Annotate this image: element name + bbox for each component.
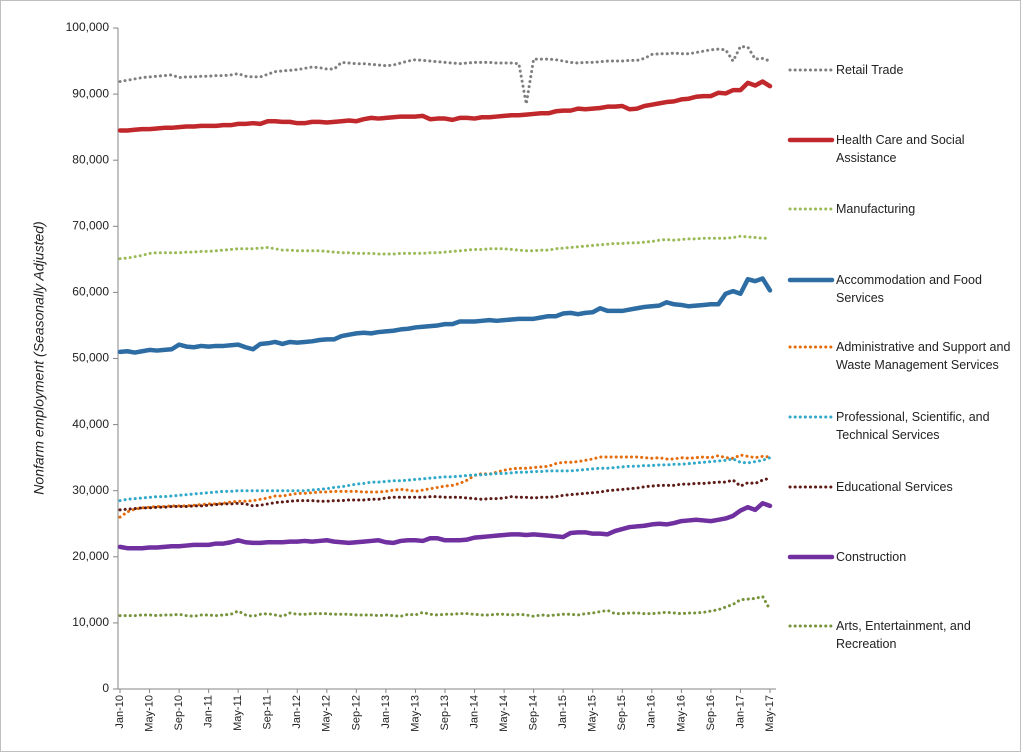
x-tick-label: Jan-10 bbox=[114, 695, 126, 729]
x-tick-label: Jan-16 bbox=[646, 695, 658, 729]
series-line bbox=[118, 453, 772, 519]
y-tick-label: 30,000 bbox=[72, 483, 109, 497]
x-tick-label: Sep-11 bbox=[262, 695, 274, 730]
series-line bbox=[117, 79, 773, 133]
x-tick-label: May-17 bbox=[764, 695, 776, 732]
y-tick-label: 80,000 bbox=[72, 152, 109, 166]
x-tick-label: May-11 bbox=[232, 695, 244, 731]
legend-label: Accommodation and Food Services bbox=[836, 273, 982, 305]
x-tick-label: Jan-15 bbox=[557, 695, 569, 729]
legend-label: Manufacturing bbox=[836, 202, 916, 216]
x-tick-label: May-14 bbox=[498, 695, 510, 732]
x-tick-label: Jan-11 bbox=[203, 695, 215, 728]
legend-label: Professional, Scientific, and Technical … bbox=[836, 410, 990, 442]
series-line bbox=[118, 476, 772, 512]
x-tick-label: Sep-14 bbox=[528, 695, 540, 730]
x-tick-label: Sep-12 bbox=[350, 695, 362, 730]
series-line bbox=[118, 45, 772, 106]
x-tick-label: Jan-13 bbox=[380, 695, 392, 729]
series-line bbox=[118, 234, 772, 261]
x-tick-label: Sep-15 bbox=[616, 695, 628, 730]
x-tick-label: May-12 bbox=[321, 695, 333, 732]
x-tick-label: May-16 bbox=[675, 695, 687, 732]
y-tick-label: 70,000 bbox=[72, 218, 109, 232]
y-tick-label: 10,000 bbox=[72, 615, 109, 629]
legend-label: Arts, Entertainment, and Recreation bbox=[836, 619, 971, 651]
series-line bbox=[118, 456, 772, 503]
series-line bbox=[117, 501, 773, 551]
y-tick-label: 20,000 bbox=[72, 549, 109, 563]
x-tick-label: Jan-14 bbox=[468, 695, 480, 729]
legend-label: Health Care and Social Assistance bbox=[836, 133, 965, 165]
x-tick-label: May-10 bbox=[143, 695, 155, 732]
x-tick-label: May-13 bbox=[409, 695, 421, 732]
x-tick-label: May-15 bbox=[587, 695, 599, 732]
y-tick-label: 50,000 bbox=[72, 351, 109, 365]
y-tick-label: 60,000 bbox=[72, 285, 109, 299]
legend-label: Administrative and Support and Waste Man… bbox=[836, 340, 1011, 372]
x-tick-label: Jan-12 bbox=[291, 695, 303, 729]
x-tick-label: Sep-16 bbox=[705, 695, 717, 730]
x-tick-label: Jan-17 bbox=[734, 695, 746, 729]
y-tick-label: 90,000 bbox=[72, 86, 109, 100]
legend-label: Retail Trade bbox=[836, 63, 904, 77]
x-tick-label: Sep-10 bbox=[173, 695, 185, 730]
y-axis-label: Nonfarm employment (Seasonally Adjusted) bbox=[31, 221, 47, 494]
legend-label: Educational Services bbox=[836, 480, 953, 494]
legend-label: Construction bbox=[836, 550, 907, 564]
x-tick-label: Sep-13 bbox=[439, 695, 451, 730]
y-tick-label: 0 bbox=[102, 681, 109, 695]
series-line bbox=[117, 276, 773, 355]
y-tick-label: 40,000 bbox=[72, 417, 109, 431]
y-tick-label: 100,000 bbox=[66, 20, 110, 34]
